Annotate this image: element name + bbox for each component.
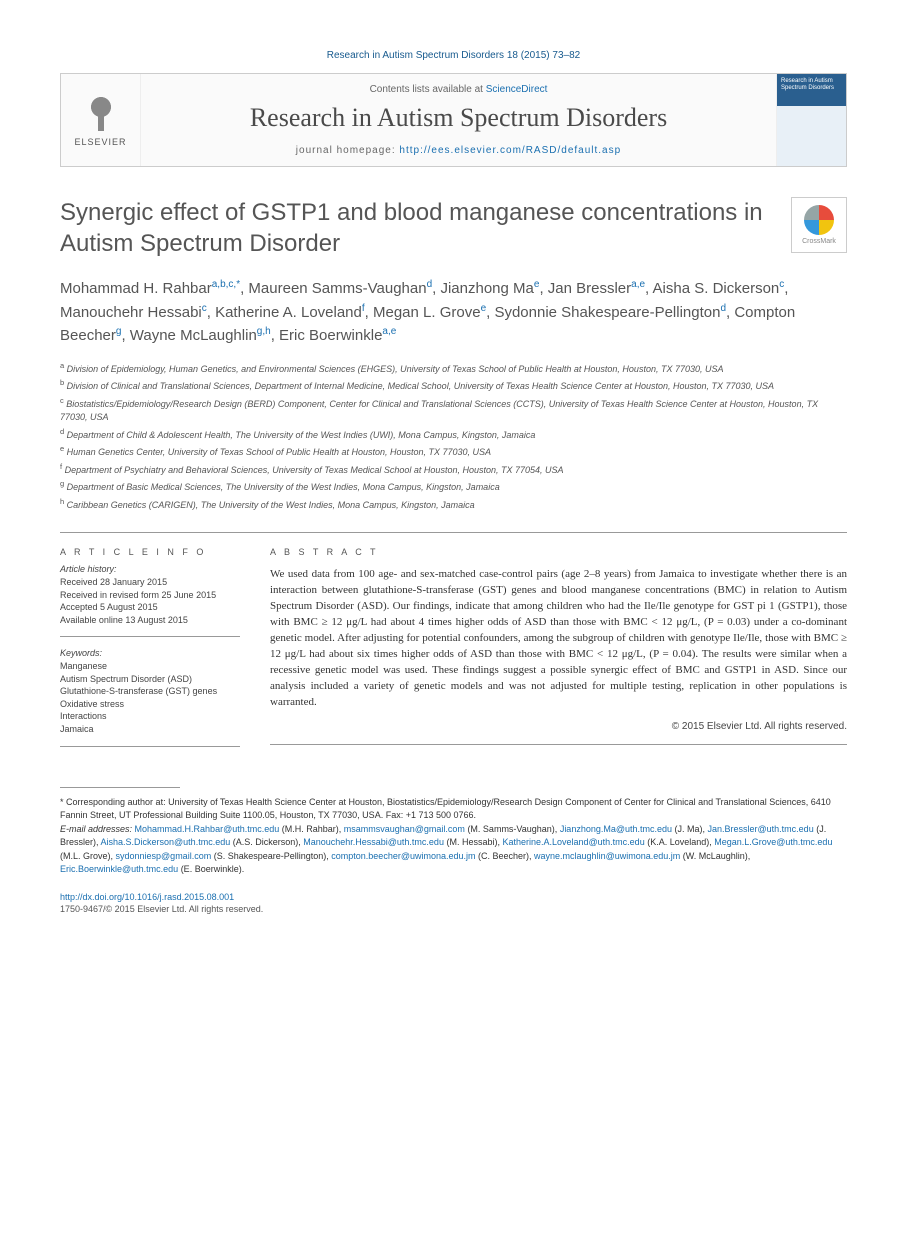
email-link[interactable]: Megan.L.Grove@uth.tmc.edu	[714, 837, 832, 847]
history-line: Available online 13 August 2015	[60, 614, 240, 627]
keywords-block: Keywords: ManganeseAutism Spectrum Disor…	[60, 647, 240, 746]
email-name: (E. Boerwinkle).	[178, 864, 244, 874]
abstract-heading: A B S T R A C T	[270, 547, 847, 557]
affiliation-line: e Human Genetics Center, University of T…	[60, 443, 847, 460]
footnotes: * Corresponding author at: University of…	[60, 796, 847, 877]
email-name: (K.A. Loveland),	[645, 837, 715, 847]
publisher-label: ELSEVIER	[74, 137, 126, 147]
email-link[interactable]: sydonniesp@gmail.com	[116, 851, 212, 861]
homepage-url[interactable]: http://ees.elsevier.com/RASD/default.asp	[399, 145, 621, 156]
email-link[interactable]: Eric.Boerwinkle@uth.tmc.edu	[60, 864, 178, 874]
crossmark-badge[interactable]: CrossMark	[791, 197, 847, 253]
contents-prefix: Contents lists available at	[370, 84, 486, 95]
homepage-line: journal homepage: http://ees.elsevier.co…	[149, 145, 768, 156]
email-addresses: E-mail addresses: Mohammad.H.Rahbar@uth.…	[60, 823, 847, 877]
issn-copyright: 1750-9467/© 2015 Elsevier Ltd. All right…	[60, 903, 847, 916]
email-link[interactable]: Manouchehr.Hessabi@uth.tmc.edu	[303, 837, 444, 847]
email-link[interactable]: Jan.Bressler@uth.tmc.edu	[708, 824, 814, 834]
email-name: (C. Beecher),	[476, 851, 535, 861]
cover-title: Research in Autism Spectrum Disorders	[781, 78, 842, 91]
article-history-block: Article history: Received 28 January 201…	[60, 563, 240, 637]
homepage-prefix: journal homepage:	[296, 145, 400, 156]
header-center: Contents lists available at ScienceDirec…	[141, 74, 776, 166]
email-link[interactable]: msammsvaughan@gmail.com	[344, 824, 465, 834]
doi-url[interactable]: http://dx.doi.org/10.1016/j.rasd.2015.08…	[60, 891, 847, 904]
crossmark-icon	[804, 205, 834, 235]
affiliation-line: a Division of Epidemiology, Human Geneti…	[60, 360, 847, 377]
affiliation-line: b Division of Clinical and Translational…	[60, 377, 847, 394]
elsevier-logo: ELSEVIER	[61, 74, 141, 166]
keyword: Autism Spectrum Disorder (ASD)	[60, 673, 240, 686]
affiliation-line: g Department of Basic Medical Sciences, …	[60, 478, 847, 495]
email-name: (A.S. Dickerson),	[230, 837, 303, 847]
affiliation-line: h Caribbean Genetics (CARIGEN), The Univ…	[60, 496, 847, 513]
keyword: Glutathione-S-transferase (GST) genes	[60, 685, 240, 698]
email-link[interactable]: Jianzhong.Ma@uth.tmc.edu	[560, 824, 672, 834]
email-name: (M.L. Grove),	[60, 851, 116, 861]
email-link[interactable]: compton.beecher@uwimona.edu.jm	[331, 851, 475, 861]
contents-line: Contents lists available at ScienceDirec…	[149, 84, 768, 95]
affiliations: a Division of Epidemiology, Human Geneti…	[60, 360, 847, 513]
running-citation: Research in Autism Spectrum Disorders 18…	[60, 50, 847, 61]
abstract-copyright: © 2015 Elsevier Ltd. All rights reserved…	[270, 721, 847, 732]
journal-header: ELSEVIER Contents lists available at Sci…	[60, 73, 847, 167]
abstract-column: A B S T R A C T We used data from 100 ag…	[270, 547, 847, 756]
email-name: (M. Samms-Vaughan),	[465, 824, 560, 834]
article-info-heading: A R T I C L E I N F O	[60, 547, 240, 557]
article-title: Synergic effect of GSTP1 and blood manga…	[60, 197, 771, 259]
affiliation-line: d Department of Child & Adolescent Healt…	[60, 426, 847, 443]
email-name: (J. Ma),	[672, 824, 708, 834]
affiliation-line: f Department of Psychiatry and Behaviora…	[60, 461, 847, 478]
email-name: (W. McLaughlin),	[680, 851, 750, 861]
email-link[interactable]: Katherine.A.Loveland@uth.tmc.edu	[502, 837, 644, 847]
abstract-text: We used data from 100 age- and sex-match…	[270, 567, 847, 710]
keyword: Oxidative stress	[60, 698, 240, 711]
email-name: (S. Shakespeare-Pellington),	[211, 851, 331, 861]
history-line: Received in revised form 25 June 2015	[60, 589, 240, 602]
article-info: A R T I C L E I N F O Article history: R…	[60, 547, 240, 756]
email-name: (M. Hessabi),	[444, 837, 503, 847]
authors: Mohammad H. Rahbara,b,c,*, Maureen Samms…	[60, 277, 847, 348]
emails-label: E-mail addresses:	[60, 824, 135, 834]
keyword: Interactions	[60, 710, 240, 723]
corresponding-author: * Corresponding author at: University of…	[60, 796, 847, 823]
history-line: Accepted 5 August 2015	[60, 601, 240, 614]
history-label: Article history:	[60, 563, 240, 576]
email-link[interactable]: Mohammad.H.Rahbar@uth.tmc.edu	[135, 824, 280, 834]
email-link[interactable]: wayne.mclaughlin@uwimona.edu.jm	[534, 851, 680, 861]
doi-block: http://dx.doi.org/10.1016/j.rasd.2015.08…	[60, 891, 847, 916]
journal-name: Research in Autism Spectrum Disorders	[149, 103, 768, 133]
email-name: (M.H. Rahbar),	[279, 824, 344, 834]
footnote-separator	[60, 787, 180, 788]
journal-cover-thumb: Research in Autism Spectrum Disorders	[776, 74, 846, 166]
sciencedirect-link[interactable]: ScienceDirect	[486, 84, 548, 95]
keyword: Manganese	[60, 660, 240, 673]
keyword: Jamaica	[60, 723, 240, 736]
crossmark-label: CrossMark	[802, 238, 836, 245]
keywords-label: Keywords:	[60, 647, 240, 660]
elsevier-tree-icon	[81, 93, 121, 133]
email-link[interactable]: Aisha.S.Dickerson@uth.tmc.edu	[101, 837, 231, 847]
affiliation-line: c Biostatistics/Epidemiology/Research De…	[60, 395, 847, 425]
history-line: Received 28 January 2015	[60, 576, 240, 589]
